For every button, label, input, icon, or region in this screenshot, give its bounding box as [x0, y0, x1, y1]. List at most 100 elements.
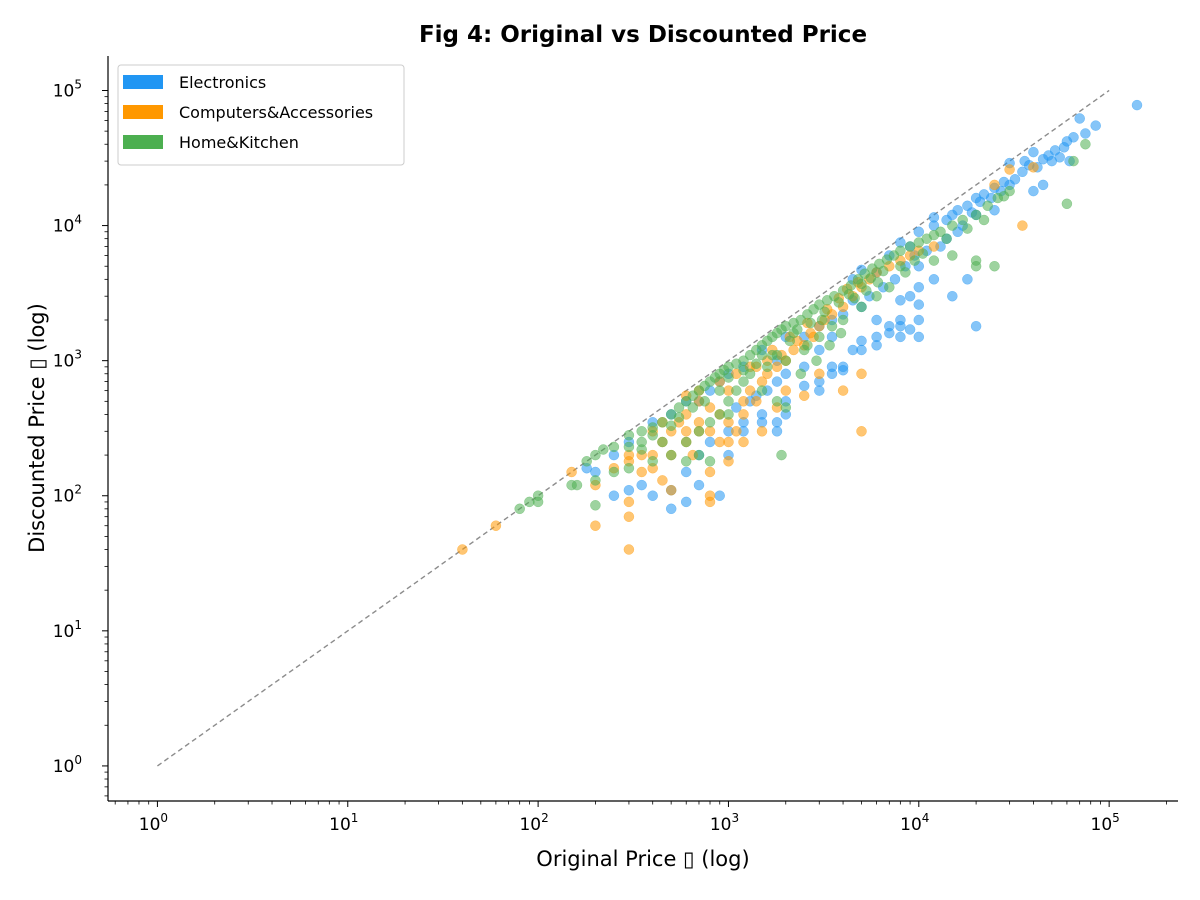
data-point	[780, 402, 792, 413]
data-point	[970, 255, 982, 266]
data-point	[816, 314, 828, 326]
data-point	[802, 340, 813, 351]
data-point	[947, 220, 958, 231]
data-point	[723, 396, 734, 407]
data-point	[680, 426, 692, 437]
y-tick-label: 100	[53, 753, 82, 777]
data-point	[856, 301, 867, 313]
data-point	[693, 479, 705, 491]
data-point	[566, 466, 577, 478]
plot-inner	[157, 89, 1143, 767]
data-point	[756, 349, 768, 361]
data-point	[837, 314, 849, 326]
data-point	[1019, 155, 1030, 167]
y-tick-label: 103	[53, 348, 82, 372]
data-point	[1080, 128, 1091, 139]
data-point	[590, 520, 601, 531]
data-point	[1028, 162, 1039, 173]
data-point	[989, 260, 1000, 272]
data-point	[989, 179, 1000, 191]
data-point	[833, 297, 845, 308]
data-point	[623, 511, 635, 522]
y-tick-label: 102	[53, 483, 82, 507]
x-tick-label: 104	[900, 811, 929, 835]
data-point	[889, 274, 901, 285]
data-point	[532, 496, 544, 508]
x-axis-title: Original Price ▯ (log)	[536, 847, 749, 871]
data-point	[814, 385, 825, 396]
data-point	[1037, 179, 1049, 191]
data-point	[673, 412, 685, 423]
data-point	[847, 344, 859, 356]
data-point	[970, 320, 982, 332]
y-axis-title: Discounted Price ▯ (log)	[25, 303, 49, 553]
data-point	[904, 241, 916, 252]
data-point	[814, 344, 825, 356]
axes: 100 101 102 103 104 105 100 101 102 103 104 105	[53, 56, 1178, 835]
data-point	[751, 358, 762, 369]
data-point	[776, 449, 787, 461]
data-point	[788, 327, 799, 339]
data-point	[771, 426, 783, 437]
data-point	[1080, 138, 1091, 150]
data-point	[780, 355, 792, 366]
data-point	[957, 214, 968, 226]
data-point	[856, 426, 867, 437]
series-home-kitchen	[514, 138, 1091, 515]
data-point	[771, 396, 783, 407]
data-point	[762, 361, 773, 373]
data-point	[826, 361, 838, 373]
legend-label: Electronics	[179, 73, 266, 92]
data-point	[856, 368, 867, 380]
data-point	[1004, 164, 1015, 175]
data-point	[714, 490, 725, 501]
data-point	[598, 444, 609, 455]
data-point	[1068, 155, 1079, 167]
data-point	[756, 385, 768, 396]
data-point	[665, 484, 677, 496]
data-point	[623, 484, 635, 496]
data-point	[608, 441, 620, 453]
chart-title: Fig 4: Original vs Discounted Price	[419, 22, 867, 48]
data-point	[856, 335, 867, 347]
y-tick-label: 101	[53, 618, 82, 642]
data-point	[636, 426, 647, 437]
data-point	[723, 436, 734, 448]
data-point	[928, 274, 940, 285]
data-point	[751, 396, 762, 407]
data-point	[913, 299, 925, 310]
data-point	[1074, 113, 1085, 124]
data-point	[771, 376, 783, 387]
data-point	[738, 396, 749, 407]
data-point	[1058, 142, 1070, 153]
data-point	[798, 380, 810, 392]
data-point	[704, 426, 716, 437]
data-point	[947, 290, 958, 302]
data-point	[1028, 185, 1039, 197]
data-point	[814, 331, 825, 343]
data-point	[680, 436, 692, 448]
data-point	[947, 250, 958, 261]
data-point	[835, 327, 847, 339]
data-point	[704, 417, 716, 428]
data-point	[895, 320, 906, 332]
data-point	[941, 233, 952, 244]
data-point	[872, 277, 884, 288]
data-point	[647, 456, 658, 467]
data-point	[998, 190, 1010, 202]
data-point	[744, 385, 756, 396]
data-point	[909, 255, 920, 266]
x-tick-label: 103	[710, 811, 739, 835]
data-point	[623, 430, 635, 441]
data-point	[647, 430, 658, 441]
y-tick-label: 104	[53, 213, 82, 237]
data-point	[756, 417, 768, 428]
data-point	[798, 390, 810, 401]
data-point	[636, 436, 647, 448]
data-point	[871, 290, 882, 302]
data-point	[913, 281, 925, 293]
data-point	[1049, 145, 1061, 156]
legend-swatch	[123, 105, 163, 119]
data-point	[704, 436, 716, 448]
